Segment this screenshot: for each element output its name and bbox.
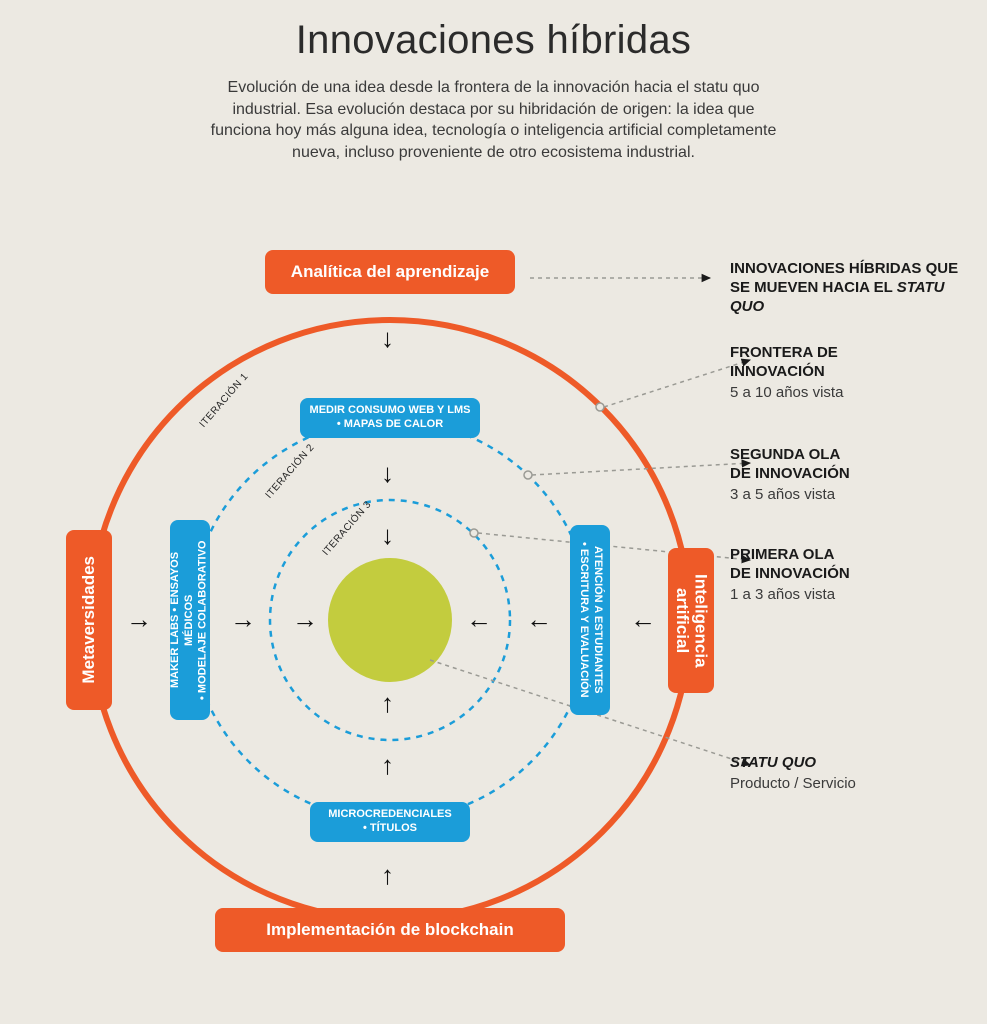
- legend-frontier-sub: 5 a 10 años vista: [730, 384, 843, 401]
- arrow-down-icon: ↓: [381, 522, 394, 548]
- blue-right-line2: • ESCRITURA Y EVALUACIÓN: [576, 542, 590, 698]
- blue-left-line2: • MODELAJE COLABORATIVO: [197, 528, 211, 712]
- blue-pill-bottom: MICROCREDENCIALES • TÍTULOS: [310, 802, 470, 842]
- blue-bottom-line1: MICROCREDENCIALES: [328, 808, 451, 822]
- outer-pill-top: Analítica del aprendizaje: [265, 250, 515, 294]
- legend-frontier-title: FRONTERA DE INNOVACIÓN: [730, 344, 843, 382]
- outer-pill-right-label: Inteligencia artificial: [672, 574, 709, 668]
- arrow-up-icon: ↑: [381, 690, 394, 716]
- outer-pill-top-label: Analítica del aprendizaje: [291, 262, 489, 282]
- legend-first-title: PRIMERA OLA DE INNOVACIÓN: [730, 546, 850, 584]
- page-title: Innovaciones híbridas: [0, 18, 987, 63]
- connector-frontier: [604, 360, 750, 407]
- legend-second-sub: 3 a 5 años vista: [730, 486, 850, 503]
- blue-right-line1: ATENCIÓN A ESTUDIANTES: [590, 542, 604, 698]
- arrow-down-icon: ↓: [381, 460, 394, 486]
- blue-top-line1: MEDIR CONSUMO WEB Y LMS: [310, 404, 471, 418]
- center-circle: [328, 558, 452, 682]
- legend-header: INNOVACIONES HÍBRIDAS QUE SE MUEVEN HACI…: [730, 260, 970, 316]
- legend-first-sub: 1 a 3 años vista: [730, 586, 850, 603]
- connector-dot-second: [524, 471, 532, 479]
- outer-pill-bottom-label: Implementación de blockchain: [266, 920, 514, 940]
- arrow-up-icon: ↑: [381, 862, 394, 888]
- arrow-down-icon: ↓: [381, 325, 394, 351]
- blue-left-line1: MAKER LABS • ENSAYOS MÉDICOS: [169, 528, 197, 712]
- legend-statu-sub: Producto / Servicio: [730, 775, 856, 792]
- legend-second-title: SEGUNDA OLA DE INNOVACIÓN: [730, 446, 850, 484]
- arrow-right-icon: →: [126, 606, 152, 632]
- legend-statu-title: STATU QUO: [730, 754, 816, 771]
- legend-header-line2a: SE MUEVEN HACIA EL: [730, 279, 897, 296]
- arrow-left-icon: ←: [526, 606, 552, 632]
- legend-header-line1: INNOVACIONES HÍBRIDAS QUE: [730, 260, 958, 277]
- arrow-left-icon: ←: [466, 606, 492, 632]
- page-subtitle: Evolución de una idea desde la frontera …: [209, 77, 779, 163]
- outer-pill-left: Metaversidades: [66, 530, 112, 710]
- blue-top-line2: • MAPAS DE CALOR: [310, 418, 471, 432]
- connector-dot-frontier: [596, 403, 604, 411]
- blue-pill-top: MEDIR CONSUMO WEB Y LMS • MAPAS DE CALOR: [300, 398, 480, 438]
- outer-pill-bottom: Implementación de blockchain: [215, 908, 565, 952]
- outer-pill-left-label: Metaversidades: [79, 556, 99, 684]
- diagram: ITERACIÓN 1 ITERACIÓN 2 ITERACIÓN 3 Anal…: [70, 250, 710, 970]
- blue-pill-left: MAKER LABS • ENSAYOS MÉDICOS • MODELAJE …: [170, 520, 210, 720]
- blue-bottom-line2: • TÍTULOS: [328, 822, 451, 836]
- connector-second: [532, 463, 750, 475]
- arrow-up-icon: ↑: [381, 752, 394, 778]
- connector-dot-first: [470, 529, 478, 537]
- arrow-left-icon: ←: [630, 606, 656, 632]
- outer-pill-right: Inteligencia artificial: [668, 548, 714, 693]
- arrow-right-icon: →: [230, 606, 256, 632]
- blue-pill-right: ATENCIÓN A ESTUDIANTES • ESCRITURA Y EVA…: [570, 525, 610, 715]
- arrow-right-icon: →: [292, 606, 318, 632]
